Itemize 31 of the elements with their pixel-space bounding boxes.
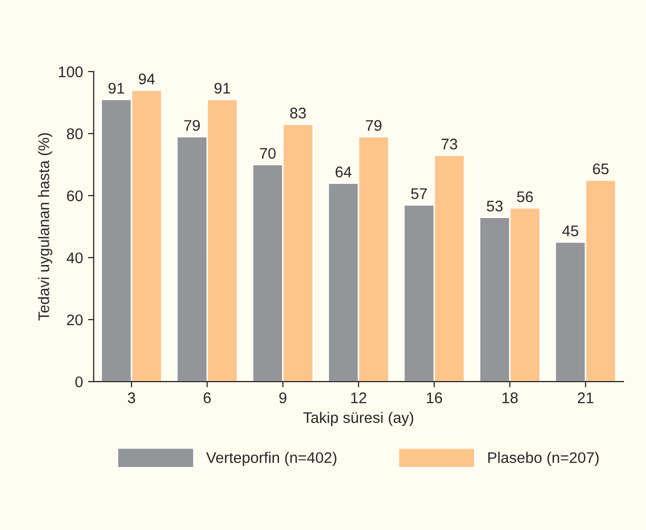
y-tick-label: 0 <box>75 376 83 388</box>
data-label: 56 <box>517 191 533 202</box>
x-tick-label: 16 <box>426 392 442 404</box>
x-tick-label: 3 <box>128 392 136 404</box>
x-tick-label: 21 <box>578 392 594 404</box>
data-label: 83 <box>290 108 306 118</box>
x-tick-label: 12 <box>351 392 366 404</box>
data-label: 65 <box>592 163 609 174</box>
data-label: 73 <box>442 138 458 150</box>
y-tick-label: 40 <box>66 252 83 264</box>
data-label: 57 <box>411 188 427 200</box>
x-tick-label: 6 <box>204 392 211 404</box>
data-label: 79 <box>184 120 200 131</box>
data-label: 53 <box>486 200 503 212</box>
y-axis-title: Tedavi uygulanan hasta (%) <box>38 133 52 320</box>
x-axis-title: Takip süresi (ay) <box>303 412 414 426</box>
y-tick-label: 100 <box>58 66 83 78</box>
legend-label: Verteporfin (n=402) <box>206 452 336 466</box>
data-label: 45 <box>562 226 578 236</box>
y-tick-label: 60 <box>67 190 83 202</box>
data-label: 64 <box>336 166 352 178</box>
data-label: 79 <box>366 120 382 131</box>
y-tick-label: 80 <box>66 128 83 140</box>
data-label: 91 <box>108 82 124 94</box>
legend-label: Plasebo (n=207) <box>488 452 599 466</box>
data-label: 70 <box>260 148 276 159</box>
data-label: 94 <box>138 74 155 84</box>
data-label: 91 <box>214 82 230 94</box>
x-tick-label: 9 <box>279 392 286 404</box>
y-tick-label: 20 <box>67 314 83 326</box>
x-tick-label: 18 <box>502 392 518 404</box>
